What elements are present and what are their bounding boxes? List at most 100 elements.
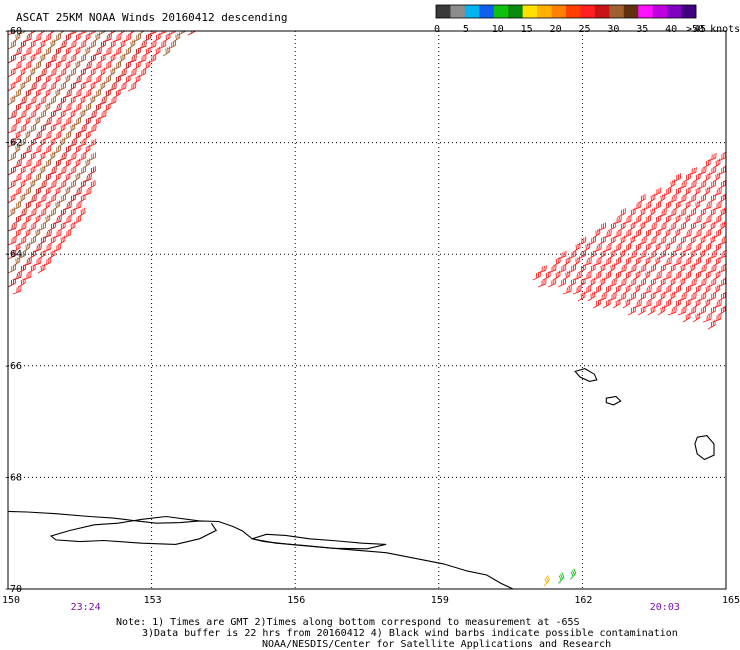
- wind-barb: [607, 279, 617, 288]
- wind-barb: [602, 298, 611, 309]
- wind-barb: [22, 228, 31, 239]
- wind-barb: [22, 47, 32, 57]
- wind-barb: [12, 75, 22, 85]
- legend-bin: [566, 5, 581, 18]
- wind-barb: [632, 300, 642, 309]
- wind-barb: [52, 186, 61, 197]
- wind-barb: [697, 194, 706, 204]
- wind-barb: [567, 278, 576, 288]
- wind-barb: [12, 201, 21, 211]
- wind-barb: [622, 215, 632, 225]
- wind-barb: [37, 249, 46, 260]
- wind-barb: [17, 209, 27, 218]
- wind-barb: [622, 270, 631, 281]
- wind-barb: [72, 188, 82, 197]
- wind-barb: [127, 82, 137, 92]
- color-scale-legend: [435, 4, 697, 19]
- wind-barb: [642, 215, 651, 225]
- wind-barb: [662, 258, 672, 267]
- wind-barb: [67, 221, 76, 232]
- wind-barb: [62, 145, 71, 155]
- wind-barb: [592, 228, 601, 239]
- wind-barb: [37, 39, 46, 50]
- wind-barb: [107, 39, 116, 50]
- wind-barb: [692, 312, 701, 323]
- wind-barb: [712, 270, 721, 281]
- wind-barb: [652, 256, 661, 267]
- longitude-label: 162: [574, 595, 592, 606]
- wind-barb: [32, 61, 41, 71]
- wind-barb: [672, 228, 681, 239]
- wind-barb: [8, 152, 16, 162]
- wind-barb: [57, 235, 66, 246]
- wind-barb: [37, 263, 46, 274]
- wind-barb: [697, 208, 706, 218]
- wind-barb: [677, 249, 686, 260]
- wind-barb: [632, 256, 641, 267]
- wind-barb: [567, 264, 576, 274]
- wind-barb: [32, 228, 41, 239]
- wind-barb: [22, 116, 31, 127]
- wind-barb: [632, 270, 641, 281]
- wind-barb: [667, 250, 676, 260]
- wind-barb: [82, 158, 91, 169]
- wind-barb: [692, 284, 701, 295]
- wind-barb: [637, 292, 646, 302]
- wind-barb: [12, 32, 21, 43]
- wind-barb: [662, 187, 671, 197]
- wind-barb: [62, 215, 72, 225]
- wind-barb: [692, 243, 702, 253]
- wind-barb: [8, 67, 16, 78]
- island-3: [694, 435, 715, 461]
- wind-barb: [67, 82, 76, 92]
- wind-barb: [12, 228, 21, 239]
- wind-barb: [642, 270, 651, 281]
- wind-barb: [632, 229, 641, 239]
- wind-barb: [57, 166, 67, 176]
- wind-barb: [682, 214, 691, 225]
- wind-barb: [12, 187, 22, 197]
- wind-barb: [77, 180, 86, 190]
- wind-barb: [652, 201, 661, 211]
- wind-barb: [722, 187, 726, 197]
- wind-barb: [687, 306, 697, 316]
- wind-barb: [17, 264, 26, 274]
- wind-barb: [102, 75, 111, 85]
- wind-barb: [702, 270, 711, 281]
- wind-barb: [52, 88, 61, 99]
- wind-barb: [27, 53, 36, 64]
- wind-barb: [47, 235, 56, 246]
- wind-barb: [672, 271, 682, 281]
- wind-barb: [672, 299, 681, 309]
- wind-barb: [12, 285, 22, 295]
- wind-barb: [52, 216, 62, 225]
- wind-barb: [82, 174, 92, 183]
- wind-barb: [72, 131, 81, 141]
- legend-bin: [479, 5, 495, 18]
- legend-bin: [681, 5, 697, 18]
- wind-barb: [137, 54, 147, 64]
- wind-barb: [697, 278, 707, 288]
- wind-barb: [577, 277, 586, 288]
- wind-barb: [537, 265, 547, 274]
- wind-barb: [127, 31, 136, 36]
- wind-barb: [717, 250, 726, 260]
- wind-barb: [27, 31, 36, 36]
- wind-barb: [87, 166, 96, 176]
- wind-barb: [42, 131, 52, 141]
- wind-barb: [27, 151, 36, 162]
- legend-label: 30: [607, 24, 619, 35]
- wind-barb: [8, 31, 17, 36]
- legend-bin: [667, 5, 682, 18]
- wind-barb: [67, 95, 76, 106]
- wind-barb: [17, 67, 26, 78]
- wind-barb: [12, 116, 21, 127]
- wind-barb: [47, 208, 56, 218]
- wind-barb: [677, 236, 686, 246]
- wind-barb: [22, 102, 31, 113]
- wind-barb: [77, 138, 87, 148]
- wind-barb: [107, 67, 116, 78]
- wind-barb: [8, 111, 17, 120]
- pass-time-label: 23:24: [71, 602, 101, 613]
- wind-barb: [117, 39, 126, 50]
